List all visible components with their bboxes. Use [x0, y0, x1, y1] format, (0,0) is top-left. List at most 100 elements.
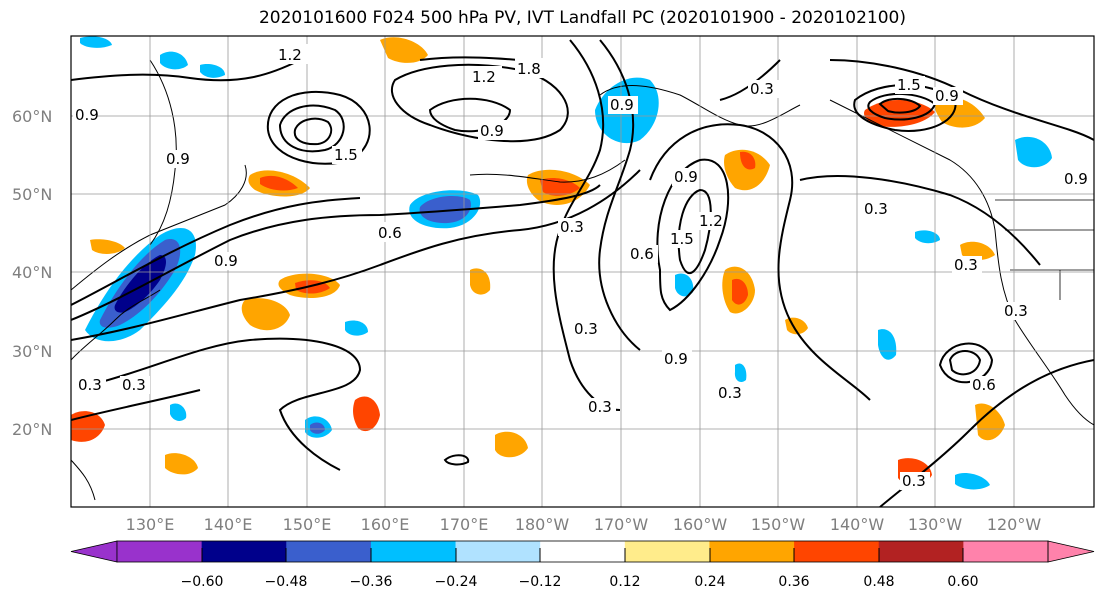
orange-anomaly: [975, 403, 1005, 441]
contour-label: 0.3: [954, 256, 978, 274]
pv-contour-closed: [948, 350, 982, 376]
lat-label: 50°N: [12, 185, 52, 204]
contour-label: 0.3: [864, 200, 888, 218]
contour-label: 0.3: [718, 384, 742, 402]
contour-label: 1.5: [334, 146, 358, 164]
blue-anomaly: [955, 473, 990, 490]
contour-label: 0.3: [78, 376, 102, 394]
kamchatka-coastline: [149, 59, 177, 246]
contour-label-bg: [628, 245, 658, 263]
colorbar-extend-left: [70, 540, 118, 563]
orange-anomaly: [470, 268, 491, 295]
contour-label: 0.3: [1004, 302, 1028, 320]
contour-label-bg: [672, 168, 696, 186]
colorbar-segment: [201, 541, 287, 562]
pv-contour-closed: [390, 63, 569, 143]
contour-label: 0.9: [1064, 170, 1088, 188]
colorbar-segment: [624, 541, 710, 562]
colorbar-tick-label: 0.48: [863, 574, 894, 590]
pv-contour-closed: [656, 158, 730, 312]
blue-anomaly: [915, 230, 940, 244]
lat-label: 60°N: [12, 107, 52, 126]
contour-label: 0.3: [560, 218, 584, 236]
orange-anomaly: [90, 239, 125, 254]
colorbar-tick-label: 0.12: [609, 574, 640, 590]
pv-contour-line: [71, 197, 361, 306]
lon-label: 130°W: [908, 515, 963, 534]
blue-anomaly: [80, 36, 112, 48]
contour-label-bg: [970, 376, 1000, 394]
contour-label: 0.9: [610, 96, 634, 114]
orange-anomaly: [241, 298, 290, 331]
colorbar-segment: [117, 541, 203, 562]
blue-anomaly: [170, 403, 187, 421]
contour-label-bg: [933, 87, 963, 105]
lon-label: 140°W: [830, 515, 885, 534]
latitude-labels: 60°N 50°N 40°N 30°N 20°N: [12, 107, 52, 439]
contour-label: 0.9: [214, 252, 238, 270]
pv-contour-line: [598, 39, 641, 351]
red-anomaly: [732, 278, 748, 305]
orange-anomaly: [380, 37, 428, 63]
contour-label: 0.3: [574, 320, 598, 338]
contour-label-bg: [515, 58, 547, 78]
orange-anomaly: [165, 453, 198, 475]
pv-contour-closed: [443, 454, 470, 466]
contour-label: 0.6: [972, 376, 996, 394]
contour-label: 0.9: [75, 106, 99, 124]
north-america-coastline: [829, 99, 1094, 426]
pv-contour-closed: [867, 92, 937, 121]
orange-anomaly: [495, 431, 528, 458]
pv-contour-closed: [878, 98, 922, 114]
contour-label: 0.3: [750, 80, 774, 98]
contour-label-bg: [212, 252, 236, 270]
lon-label: 180°W: [515, 515, 570, 534]
pv-contour-closed: [266, 90, 371, 165]
asia-coastline: [71, 164, 247, 291]
contour-label-bg: [662, 350, 692, 368]
pv-contour-closed: [938, 342, 994, 384]
colorbar-segment: [370, 541, 457, 562]
contour-label: 0.9: [480, 122, 504, 140]
pv-contour-closed: [293, 117, 333, 146]
blue-anomaly: [1015, 136, 1052, 168]
lon-label: 160°E: [361, 515, 410, 534]
colorbar-segment: [540, 541, 626, 562]
contour-label: 1.5: [670, 230, 694, 248]
pv-contour-closed: [677, 188, 712, 274]
pv-contour-closed: [278, 104, 345, 153]
red-anomaly: [740, 151, 756, 170]
colorbar-segment: [963, 541, 1049, 562]
red-anomaly: [540, 177, 580, 196]
contour-label: 0.9: [664, 350, 688, 368]
colorbar-tick-label: −0.24: [435, 574, 478, 590]
lon-label: 150°W: [751, 515, 806, 534]
pv-contour-line: [71, 169, 641, 341]
red-anomaly: [260, 175, 298, 191]
map-title: 2020101600 F024 500 hPa PV, IVT Landfall…: [258, 8, 906, 28]
contour-label-bg: [895, 76, 925, 94]
colorbar-segment: [286, 541, 372, 562]
pv-contour-line: [89, 337, 362, 471]
contour-label: 0.6: [378, 224, 402, 242]
asia-coastline: [71, 289, 161, 361]
colorbar-tick-label: 0.60: [947, 574, 978, 590]
lat-label: 30°N: [12, 342, 52, 361]
pv-contour-line: [649, 123, 871, 401]
contour-label: 0.9: [166, 150, 190, 168]
lon-label: 170°E: [440, 515, 489, 534]
contour-label-bg: [572, 320, 602, 338]
blue-anomaly: [734, 363, 747, 383]
orange-anomaly: [960, 241, 995, 261]
pv-contour-line: [71, 184, 601, 321]
colorbar-segment: [709, 541, 795, 562]
lon-label: 150°E: [283, 515, 332, 534]
contour-label-bg: [276, 44, 308, 64]
contour-labels: 1.2 1.2 1.8 0.9 0.9 0.9 0.3 1.5 0.9 0.6 …: [73, 44, 1092, 490]
colorbar-segment: [455, 541, 541, 562]
blue-anomaly: [160, 51, 188, 70]
colorbar-tick-label: 0.24: [694, 574, 725, 590]
lat-label: 20°N: [12, 420, 52, 439]
contour-label-bg: [900, 472, 930, 490]
contour-label-bg: [478, 120, 510, 140]
